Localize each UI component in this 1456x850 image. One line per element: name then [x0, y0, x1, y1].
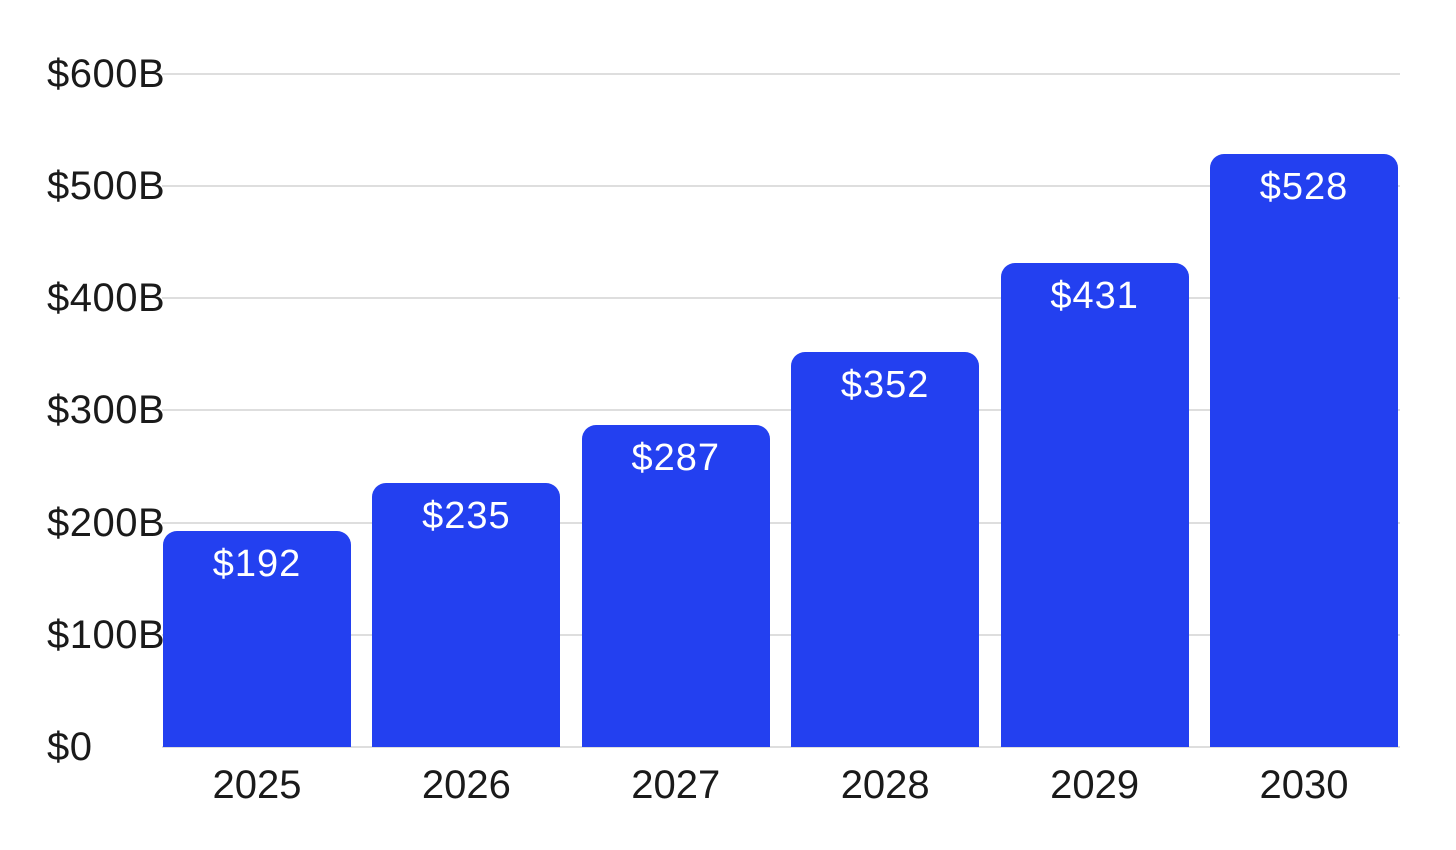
bar-value-label: $352 — [840, 363, 930, 406]
bar: $287 — [581, 424, 770, 747]
x-axis-tick-label: 2026 — [421, 763, 511, 807]
y-axis-tick-label: $200B — [47, 500, 166, 545]
gridline — [162, 633, 1400, 636]
gridline — [162, 521, 1400, 524]
x-axis-tick-label: 2029 — [1050, 763, 1140, 807]
x-axis-tick-label: 2030 — [1259, 763, 1349, 807]
gridline — [162, 746, 1400, 748]
gridline — [162, 297, 1400, 299]
bar: $528 — [1210, 154, 1398, 747]
bar: $352 — [791, 351, 980, 747]
y-axis-tick-label: $300B — [47, 388, 166, 433]
x-axis-tick-label: 2027 — [631, 763, 721, 807]
y-axis-tick-label: $100B — [47, 612, 166, 657]
y-axis-tick-label: $0 — [47, 725, 93, 769]
gridline — [162, 409, 1400, 412]
bar: $192 — [163, 531, 351, 747]
bar: $235 — [372, 483, 561, 747]
y-axis-tick-label: $400B — [47, 276, 166, 320]
bar-value-label: $192 — [212, 543, 302, 586]
gridline — [162, 184, 1400, 187]
bar-value-label: $528 — [1259, 166, 1349, 209]
x-axis-tick-label: 2028 — [840, 763, 930, 807]
x-axis-tick-label: 2025 — [212, 763, 302, 807]
bar: $431 — [1000, 263, 1189, 747]
y-axis-tick-label: $500B — [47, 163, 166, 208]
bar-value-label: $235 — [422, 495, 511, 538]
bar-value-label: $287 — [631, 436, 721, 479]
gridline — [162, 72, 1400, 75]
bar-value-label: $431 — [1050, 275, 1139, 318]
y-axis-tick-label: $600B — [47, 51, 166, 96]
